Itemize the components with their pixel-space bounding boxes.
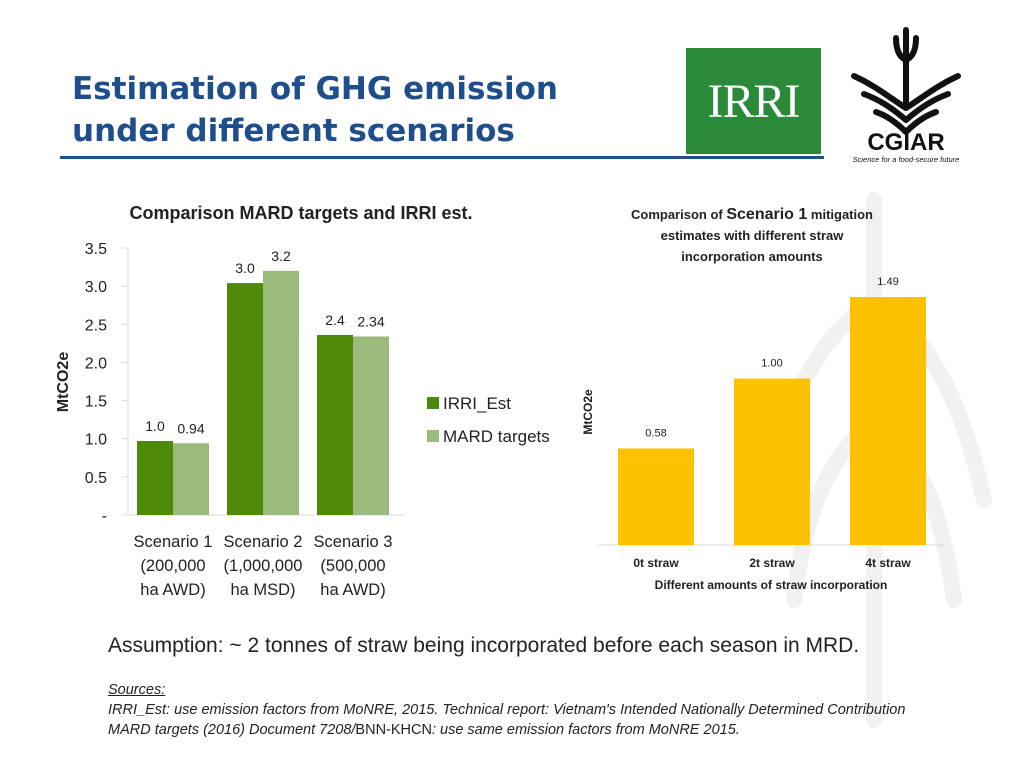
mard-vs-irri-chart: Comparison MARD targets and IRRI est. Mt…	[55, 203, 550, 599]
title-line-1: Estimation of GHG emission	[72, 71, 558, 107]
chart1-ytick-label: 1.5	[85, 394, 107, 411]
straw-scenario-chart: Comparison of Scenario 1 mitigation esti…	[581, 206, 944, 592]
chart1-ytick-label: -	[102, 508, 107, 525]
cgiar-logo-text: CGIAR	[867, 129, 944, 156]
title-underline	[60, 156, 824, 159]
title-line-2: under different scenarios	[72, 113, 515, 149]
chart2-ylabel: MtCO2e	[581, 389, 595, 435]
chart1-data-label: 2.4	[325, 312, 345, 328]
chart1-ytick-label: 0.5	[85, 470, 107, 487]
cgiar-logo: CGIAR Science for a food-secure future	[851, 27, 961, 164]
chart2-title-line-2: estimates with different straw	[661, 228, 845, 243]
chart1-data-label: 3.0	[235, 260, 255, 276]
chart1-ytick-label: 1.0	[85, 432, 107, 449]
chart1-category-label: (200,000	[140, 557, 205, 575]
chart1-bar	[137, 441, 173, 515]
chart1-bar	[353, 336, 389, 515]
chart1-bar	[227, 283, 263, 515]
chart1-category-label: Scenario 3	[314, 533, 393, 551]
chart1-bar	[263, 270, 299, 515]
chart2-category-label: 2t straw	[749, 556, 795, 570]
assumption-text: Assumption: ~ 2 tonnes of straw being in…	[108, 634, 860, 657]
chart2-bar	[618, 448, 694, 545]
legend-label-mard: MARD targets	[443, 427, 550, 446]
cgiar-tagline: Science for a food-secure future	[853, 155, 960, 164]
source-mard: MARD targets (2016) Document 7208/BNN-KH…	[108, 720, 905, 740]
page-title: Estimation of GHG emission under differe…	[72, 68, 632, 152]
source-mard-suffix: : use same emission factors from MoNRE 2…	[431, 722, 740, 738]
source-mard-doc: BNN-KHCN	[355, 722, 432, 738]
chart1-data-label: 1.0	[145, 418, 165, 434]
chart1-category-label: ha AWD)	[320, 581, 385, 599]
chart1-ytick-label: 3.0	[85, 279, 107, 296]
source-irri: IRRI_Est: use emission factors from MoNR…	[108, 702, 906, 718]
chart1-bar	[173, 443, 209, 515]
irri-logo-text: IRRI	[707, 74, 801, 128]
chart1-category-label: (500,000	[320, 557, 385, 575]
chart2-xlabel: Different amounts of straw incorporation	[655, 578, 888, 592]
chart1-category-label: Scenario 1	[134, 533, 213, 551]
chart2-bar	[850, 297, 926, 545]
chart1-category-label: Scenario 2	[224, 533, 303, 551]
legend-swatch-mard	[427, 430, 439, 442]
chart1-title: Comparison MARD targets and IRRI est.	[129, 203, 472, 223]
chart1-ytick-label: 3.5	[85, 241, 107, 258]
chart1-category-label: ha MSD)	[230, 581, 295, 599]
chart2-data-label: 0.58	[645, 427, 666, 439]
chart1-data-label: 3.2	[271, 248, 291, 264]
legend-label-irri-est: IRRI_Est	[443, 394, 511, 413]
irri-logo: IRRI	[686, 48, 821, 154]
chart1-data-label: 2.34	[357, 313, 384, 329]
chart2-title-line-1: Comparison of Scenario 1 mitigation	[631, 206, 873, 223]
chart2-bar	[734, 378, 810, 545]
sources-block: Sources: IRRI_Est: use emission factors …	[108, 680, 905, 740]
chart2-category-label: 0t straw	[633, 556, 679, 570]
chart1-ylabel: MtCO2e	[55, 352, 72, 413]
chart1-ytick-label: 2.0	[85, 355, 107, 372]
source-mard-prefix: MARD targets (2016) Document 7208/	[108, 722, 356, 738]
chart1-category-label: ha AWD)	[140, 581, 205, 599]
chart1-data-label: 0.94	[177, 420, 204, 436]
legend-swatch-irri-est	[427, 397, 439, 409]
chart1-category-label: (1,000,000	[224, 557, 303, 575]
chart2-category-label: 4t straw	[865, 556, 911, 570]
chart1-bar	[317, 334, 353, 515]
sources-heading: Sources:	[108, 682, 166, 698]
chart2-title-line-3: incorporation amounts	[681, 249, 823, 264]
chart1-ytick-label: 2.5	[85, 317, 107, 334]
chart2-data-label: 1.49	[877, 276, 898, 288]
chart2-data-label: 1.00	[761, 358, 782, 370]
